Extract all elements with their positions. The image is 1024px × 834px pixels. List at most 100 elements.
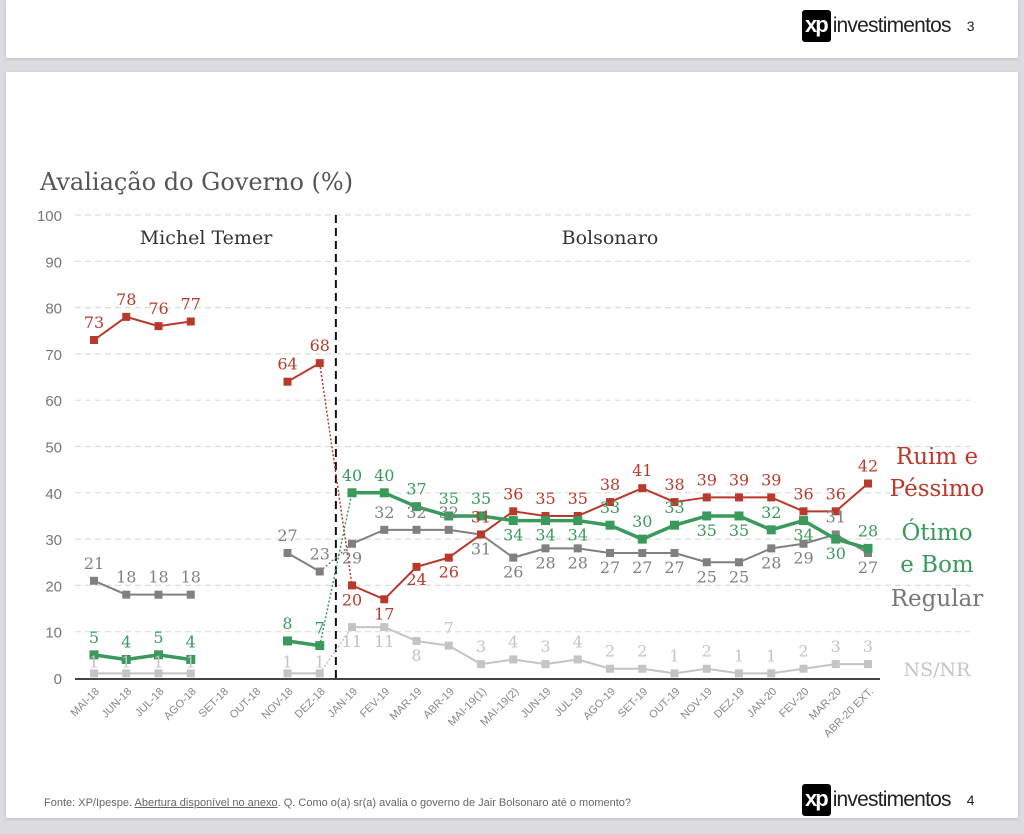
series-line-ruim-e-pessimo bbox=[93, 315, 191, 341]
data-point-regular bbox=[831, 530, 840, 539]
data-point-regular bbox=[735, 558, 743, 567]
data-point-ns-nr bbox=[702, 664, 711, 673]
data-label-ns-nr: 7 bbox=[444, 619, 454, 638]
data-point-regular bbox=[638, 548, 647, 557]
xp-logo-text: investimentos bbox=[832, 14, 952, 37]
data-label-otimo-e-bom: 33 bbox=[600, 498, 620, 517]
footer-annex-link[interactable]: Abertura disponível no anexo bbox=[134, 797, 278, 809]
y-tick-label: 0 bbox=[54, 671, 62, 688]
data-point-ns-nr bbox=[541, 660, 550, 669]
data-label-otimo-e-bom: 37 bbox=[406, 480, 426, 499]
data-label-ruim-e-pessimo: 39 bbox=[729, 470, 749, 489]
y-tick-label: 10 bbox=[45, 625, 62, 642]
xp-logo-mark: xp bbox=[802, 10, 831, 42]
data-point-otimo-e-bom bbox=[573, 516, 583, 526]
page-number: 4 bbox=[966, 792, 975, 808]
data-point-regular bbox=[670, 548, 679, 557]
data-point-ruim-e-pessimo bbox=[735, 493, 743, 502]
data-point-regular bbox=[509, 553, 518, 562]
data-label-ruim-e-pessimo: 35 bbox=[535, 489, 555, 508]
data-point-ruim-e-pessimo bbox=[767, 493, 776, 502]
data-label-regular: 18 bbox=[148, 568, 168, 587]
data-label-ns-nr: 2 bbox=[637, 642, 647, 661]
xp-logo-text: investimentos bbox=[832, 788, 952, 811]
data-point-otimo-e-bom bbox=[444, 511, 454, 521]
data-point-regular bbox=[799, 539, 808, 548]
y-tick-label: 60 bbox=[45, 393, 62, 410]
series-transition-regular bbox=[319, 543, 353, 573]
data-point-ruim-e-pessimo bbox=[477, 530, 485, 539]
data-label-otimo-e-bom: 33 bbox=[664, 498, 684, 517]
data-point-ruim-e-pessimo bbox=[606, 498, 614, 507]
data-point-ruim-e-pessimo bbox=[412, 562, 421, 571]
data-point-ns-nr bbox=[670, 669, 679, 678]
data-label-otimo-e-bom: 40 bbox=[374, 466, 394, 485]
data-label-regular: 27 bbox=[664, 558, 684, 577]
x-tick-label: OUT-19 bbox=[647, 686, 683, 722]
x-tick-label: AGO-19 bbox=[581, 686, 618, 723]
data-label-otimo-e-bom: 35 bbox=[697, 521, 717, 540]
data-label-otimo-e-bom: 35 bbox=[471, 489, 491, 508]
data-point-ns-nr bbox=[444, 641, 453, 650]
legend-ruim-pessimo: Péssimo bbox=[890, 476, 985, 502]
chart-slide bbox=[6, 72, 1018, 818]
data-label-ruim-e-pessimo: 38 bbox=[600, 475, 620, 494]
data-point-ruim-e-pessimo bbox=[90, 336, 98, 345]
x-tick-label: MAI-18 bbox=[69, 686, 103, 720]
y-tick-label: 90 bbox=[45, 254, 62, 271]
data-point-regular bbox=[122, 590, 131, 599]
data-label-ruim-e-pessimo: 24 bbox=[406, 570, 426, 589]
data-point-regular bbox=[348, 539, 356, 548]
data-point-ns-nr bbox=[831, 660, 840, 669]
data-point-regular bbox=[702, 558, 711, 567]
data-point-ruim-e-pessimo bbox=[509, 507, 518, 516]
legend-ns-nr: NS/NR bbox=[904, 659, 972, 681]
data-point-ns-nr bbox=[638, 664, 647, 673]
data-label-otimo-e-bom: 28 bbox=[858, 521, 878, 540]
data-label-regular: 29 bbox=[342, 549, 362, 568]
data-point-ns-nr bbox=[122, 669, 131, 678]
data-point-ruim-e-pessimo bbox=[283, 377, 292, 386]
data-label-regular: 25 bbox=[697, 567, 717, 586]
data-point-otimo-e-bom bbox=[766, 525, 776, 535]
footer-note: Fonte: XP/Ipespe. Abertura disponível no… bbox=[44, 797, 631, 809]
series-transition-ruim-e-pessimo bbox=[319, 363, 353, 586]
series-line-otimo-e-bom bbox=[93, 653, 191, 662]
data-point-regular bbox=[283, 548, 292, 557]
series-line-ruim-e-pessimo bbox=[287, 362, 321, 383]
data-label-otimo-e-bom: 34 bbox=[503, 526, 523, 545]
data-point-ns-nr bbox=[348, 623, 356, 632]
y-tick-label: 100 bbox=[37, 208, 62, 225]
data-point-ns-nr bbox=[799, 664, 808, 673]
data-label-regular: 26 bbox=[503, 563, 523, 582]
data-point-ns-nr bbox=[767, 669, 776, 678]
data-label-otimo-e-bom: 35 bbox=[729, 521, 749, 540]
data-label-regular: 23 bbox=[310, 545, 330, 564]
data-point-otimo-e-bom bbox=[863, 543, 873, 553]
data-point-ruim-e-pessimo bbox=[541, 511, 550, 520]
data-label-ruim-e-pessimo: 31 bbox=[471, 507, 491, 526]
data-point-otimo-e-bom bbox=[508, 516, 518, 526]
data-point-regular bbox=[541, 544, 550, 553]
page-number: 3 bbox=[966, 18, 975, 34]
data-point-ns-nr bbox=[154, 669, 163, 678]
legend-otimo-bom: Ótimo bbox=[901, 519, 972, 546]
data-label-ruim-e-pessimo: 77 bbox=[181, 294, 201, 313]
x-tick-label: DEZ-18 bbox=[293, 686, 328, 721]
data-label-regular: 27 bbox=[600, 558, 620, 577]
y-tick-label: 20 bbox=[45, 578, 62, 595]
data-point-otimo-e-bom bbox=[347, 488, 357, 498]
x-tick-label: AGO-18 bbox=[162, 686, 199, 723]
y-tick-label: 80 bbox=[45, 301, 62, 318]
data-point-ns-nr bbox=[90, 669, 98, 678]
data-point-regular bbox=[767, 544, 776, 553]
data-label-ruim-e-pessimo: 73 bbox=[84, 313, 104, 332]
xp-logo: xp investimentos 3 bbox=[802, 10, 974, 42]
data-label-ns-nr: 11 bbox=[374, 632, 394, 651]
data-point-ruim-e-pessimo bbox=[315, 359, 324, 368]
data-point-ruim-e-pessimo bbox=[864, 479, 872, 488]
data-label-otimo-e-bom: 30 bbox=[826, 544, 846, 563]
data-label-ruim-e-pessimo: 76 bbox=[148, 299, 168, 318]
series-line-regular bbox=[93, 579, 191, 596]
data-label-regular: 21 bbox=[84, 554, 104, 573]
